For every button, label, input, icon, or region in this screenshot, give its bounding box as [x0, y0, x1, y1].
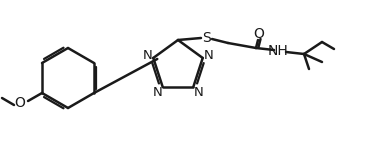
Text: N: N	[142, 49, 152, 62]
Text: NH: NH	[268, 44, 288, 58]
Text: N: N	[193, 85, 203, 99]
Text: O: O	[254, 27, 264, 41]
Text: N: N	[153, 85, 162, 99]
Text: O: O	[15, 96, 26, 110]
Text: S: S	[201, 31, 210, 45]
Text: N: N	[204, 49, 214, 62]
